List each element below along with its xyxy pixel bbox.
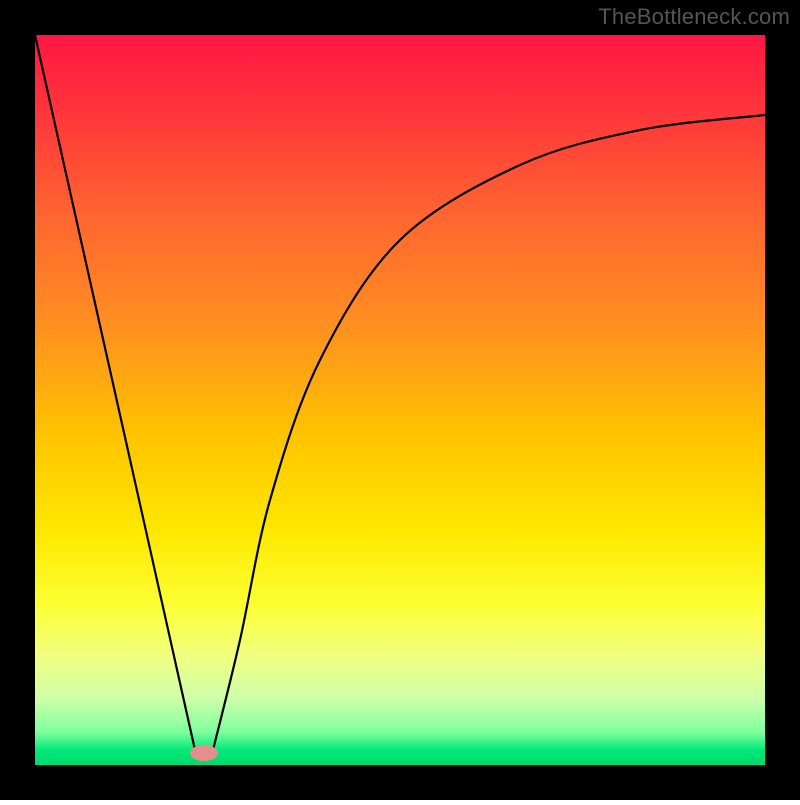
plot-background [35,35,765,765]
watermark-text: TheBottleneck.com [598,4,790,30]
bottleneck-chart: TheBottleneck.com [0,0,800,800]
minimum-marker [190,745,218,761]
chart-svg [0,0,800,800]
